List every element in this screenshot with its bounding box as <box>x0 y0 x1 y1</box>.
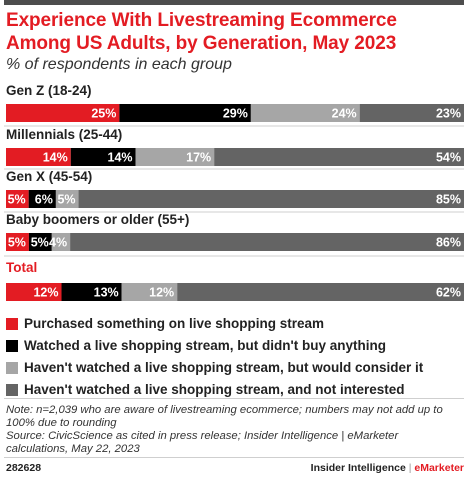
data-label-millennials-25-44-1: 14% <box>43 151 68 165</box>
bar-segment-baby-boomers-or-older-55-4 <box>70 233 465 251</box>
brand-right: eMarketer <box>414 462 464 474</box>
bar-segment-total-1 <box>6 283 62 301</box>
data-label-total-2: 13% <box>94 286 119 300</box>
data-label-millennials-25-44-4: 54% <box>436 151 461 165</box>
data-label-gen-x-45-54-2: 6% <box>35 193 53 207</box>
legend-label-1: Purchased something on live shopping str… <box>24 316 325 331</box>
stacked-bar-chart: Gen Z (18-24) 25% 29% 24% 23% Millennials (25… <box>4 83 465 301</box>
bar-segment-gen-z-18-24-2 <box>119 104 251 122</box>
bar-segment-gen-x-45-54-1 <box>6 190 29 208</box>
category-label-millennials-25-44: Millennials (25-44) <box>6 127 122 142</box>
bar-segment-total-2 <box>61 283 122 301</box>
bar-segment-millennials-25-44-2 <box>70 148 136 166</box>
bar-segment-baby-boomers-or-older-55-2 <box>28 233 52 251</box>
legend-item-1: Purchased something on live shopping str… <box>6 314 466 336</box>
chart-title: Experience With Livestreaming Ecommerce … <box>6 10 397 54</box>
footer-divider <box>4 457 464 458</box>
data-label-baby-boomers-or-older-55-3: 4% <box>49 236 67 250</box>
data-label-total-4: 62% <box>436 286 461 300</box>
data-label-baby-boomers-or-older-55-2: 5% <box>31 236 49 250</box>
bar-segment-total-4 <box>177 283 464 301</box>
bar-segment-baby-boomers-or-older-55-1 <box>6 233 29 251</box>
chart-subtitle: % of respondents in each group <box>6 56 232 73</box>
bar-segment-total-3 <box>121 283 178 301</box>
data-label-gen-z-18-24-3: 24% <box>332 107 357 121</box>
top-rule <box>4 0 464 5</box>
brand-left: Insider Intelligence <box>310 462 406 474</box>
data-label-total-3: 12% <box>149 286 174 300</box>
bar-segment-millennials-25-44-3 <box>135 148 215 166</box>
bar-segment-gen-x-45-54-3 <box>55 190 79 208</box>
source-text: Source: CivicScience as cited in press r… <box>6 430 399 455</box>
legend-item-4: Haven't watched a live shopping stream, … <box>6 380 466 402</box>
brand-logo: Insider Intelligence | eMarketer <box>311 462 464 474</box>
category-label-gen-x-45-54: Gen X (45-54) <box>6 169 92 184</box>
data-label-baby-boomers-or-older-55-1: 5% <box>8 236 26 250</box>
category-label-baby-boomers-or-older-55: Baby boomers or older (55+) <box>6 212 189 227</box>
data-label-millennials-25-44-2: 14% <box>108 151 133 165</box>
data-label-gen-z-18-24-4: 23% <box>436 107 461 121</box>
bar-segment-gen-x-45-54-2 <box>28 190 56 208</box>
category-label-gen-z-18-24: Gen Z (18-24) <box>6 83 92 98</box>
data-label-gen-x-45-54-1: 5% <box>8 193 26 207</box>
legend-swatch-2 <box>6 340 18 352</box>
data-label-total-1: 12% <box>33 286 58 300</box>
data-label-baby-boomers-or-older-55-4: 86% <box>436 236 461 250</box>
legend-item-2: Watched a live shopping stream, but didn… <box>6 336 466 358</box>
legend-swatch-4 <box>6 384 18 396</box>
bar-segment-gen-x-45-54-4 <box>78 190 465 208</box>
legend-swatch-3 <box>6 362 18 374</box>
data-label-gen-x-45-54-4: 85% <box>436 193 461 207</box>
chart-legend: Purchased something on live shopping str… <box>6 314 466 402</box>
legend-swatch-1 <box>6 318 18 330</box>
data-label-millennials-25-44-3: 17% <box>186 151 211 165</box>
legend-label-2: Watched a live shopping stream, but didn… <box>24 338 386 353</box>
legend-divider <box>4 398 464 399</box>
bar-segment-gen-z-18-24-4 <box>359 104 464 122</box>
data-label-gen-x-45-54-3: 5% <box>57 193 75 207</box>
chart-notes: Note: n=2,039 who are aware of livestrea… <box>6 404 461 456</box>
bar-segment-gen-z-18-24-1 <box>6 104 120 122</box>
legend-label-3: Haven't watched a live shopping stream, … <box>24 360 424 375</box>
bar-segment-baby-boomers-or-older-55-3 <box>51 233 71 251</box>
bar-segment-millennials-25-44-4 <box>214 148 464 166</box>
legend-label-4: Haven't watched a live shopping stream, … <box>24 382 405 397</box>
bar-segment-gen-z-18-24-3 <box>250 104 360 122</box>
brand-separator: | <box>408 462 412 474</box>
category-label-total: Total <box>6 260 37 275</box>
chart-id: 282628 <box>6 462 42 474</box>
legend-item-3: Haven't watched a live shopping stream, … <box>6 358 466 380</box>
note-text: Note: n=2,039 who are aware of livestrea… <box>6 404 443 429</box>
data-label-gen-z-18-24-1: 25% <box>91 107 116 121</box>
data-label-gen-z-18-24-2: 29% <box>223 107 248 121</box>
bar-segment-millennials-25-44-1 <box>6 148 71 166</box>
